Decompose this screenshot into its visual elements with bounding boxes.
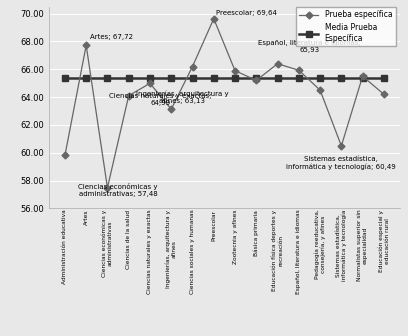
Prueba específica	[296, 68, 301, 72]
Media Prueba
Específica	[62, 76, 67, 80]
Prueba específica	[169, 107, 174, 111]
Media Prueba
Específica	[190, 76, 195, 80]
Prueba específica	[190, 65, 195, 69]
Prueba específica	[275, 62, 280, 66]
Media Prueba
Específica	[360, 76, 365, 80]
Prueba específica	[126, 94, 131, 98]
Prueba específica	[254, 78, 259, 82]
Media Prueba
Específica	[126, 76, 131, 80]
Text: Ciencias económicas y
administrativas; 57,48: Ciencias económicas y administrativas; 5…	[78, 183, 158, 197]
Text: Ingenierías, arquitectura y
afines; 63,13: Ingenierías, arquitectura y afines; 63,1…	[135, 90, 228, 104]
Media Prueba
Específica	[148, 76, 153, 80]
Text: Artes; 67,72: Artes; 67,72	[91, 34, 133, 40]
Media Prueba
Específica	[105, 76, 110, 80]
Prueba específica	[318, 88, 323, 92]
Text: Español, literatura e idiomas;
65,93: Español, literatura e idiomas; 65,93	[258, 40, 361, 53]
Text: Preescolar; 69,64: Preescolar; 69,64	[216, 10, 277, 16]
Media Prueba
Específica	[275, 76, 280, 80]
Prueba específica	[62, 154, 67, 158]
Media Prueba
Específica	[211, 76, 216, 80]
Prueba específica	[148, 81, 153, 85]
Text: Sistemas estadística,
informática y tecnología; 60,49: Sistemas estadística, informática y tecn…	[286, 156, 396, 170]
Prueba específica	[381, 92, 386, 96]
Prueba específica	[339, 144, 344, 148]
Media Prueba
Específica	[233, 76, 237, 80]
Line: Media Prueba
Específica: Media Prueba Específica	[62, 75, 387, 80]
Media Prueba
Específica	[84, 76, 89, 80]
Media Prueba
Específica	[169, 76, 174, 80]
Prueba específica	[105, 186, 110, 190]
Media Prueba
Específica	[254, 76, 259, 80]
Prueba específica	[360, 74, 365, 78]
Line: Prueba específica: Prueba específica	[62, 16, 386, 190]
Media Prueba
Específica	[339, 76, 344, 80]
Prueba específica	[84, 43, 89, 47]
Media Prueba
Específica	[296, 76, 301, 80]
Prueba específica	[211, 17, 216, 21]
Text: Ciencias naturales y exactas;
64,99: Ciencias naturales y exactas; 64,99	[109, 93, 212, 106]
Legend: Prueba específica, Media Prueba
Específica: Prueba específica, Media Prueba Específi…	[295, 6, 396, 46]
Prueba específica	[233, 69, 237, 73]
Media Prueba
Específica	[318, 76, 323, 80]
Media Prueba
Específica	[381, 76, 386, 80]
